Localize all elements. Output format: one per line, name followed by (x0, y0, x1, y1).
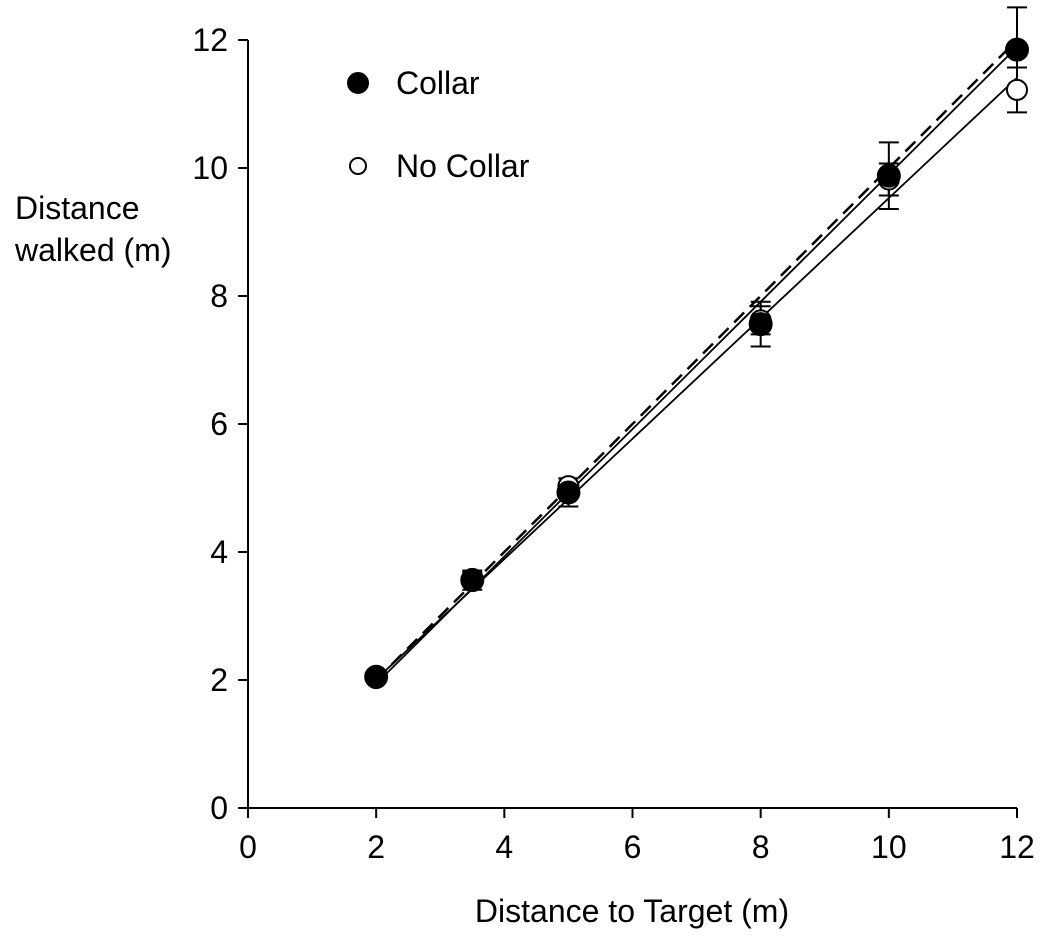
legend-marker-collar (347, 72, 369, 94)
y-axis-label-line-2: walked (m) (14, 232, 171, 268)
point-no-collar (1006, 78, 1028, 101)
axes: 0 2 4 6 8 10 12 0 2 4 6 8 10 12 (192, 22, 1034, 865)
point-collar (556, 480, 581, 505)
x-tick-label: 6 (624, 829, 642, 865)
legend: Collar No Collar (347, 65, 530, 184)
x-tick-label: 10 (871, 829, 907, 865)
point-collar (364, 664, 389, 689)
y-tick-label: 4 (210, 534, 228, 570)
data-points (364, 37, 1029, 690)
x-tick-label: 2 (367, 829, 385, 865)
x-tick-label: 8 (752, 829, 770, 865)
y-axis-label-line-1: Distance (15, 190, 140, 226)
y-tick-label: 0 (210, 790, 228, 826)
y-tick-label: 2 (210, 662, 228, 698)
point-collar (748, 312, 773, 337)
point-collar (876, 163, 901, 188)
y-tick-label: 10 (192, 150, 228, 186)
x-axis-label: Distance to Target (m) (475, 893, 789, 929)
y-tick-label: 6 (210, 406, 228, 442)
y-tick-label: 12 (192, 22, 228, 58)
x-tick-label: 12 (999, 829, 1035, 865)
y-tick-label: 8 (210, 278, 228, 314)
legend-label-collar: Collar (396, 65, 480, 101)
legend-marker-no-collar (349, 157, 367, 175)
point-collar (1005, 37, 1029, 62)
legend-label-no-collar: No Collar (396, 148, 530, 184)
x-tick-label: 4 (495, 829, 513, 865)
point-collar (460, 568, 485, 593)
reference-line-dashed (375, 39, 1018, 681)
x-tick-label: 0 (239, 829, 257, 865)
